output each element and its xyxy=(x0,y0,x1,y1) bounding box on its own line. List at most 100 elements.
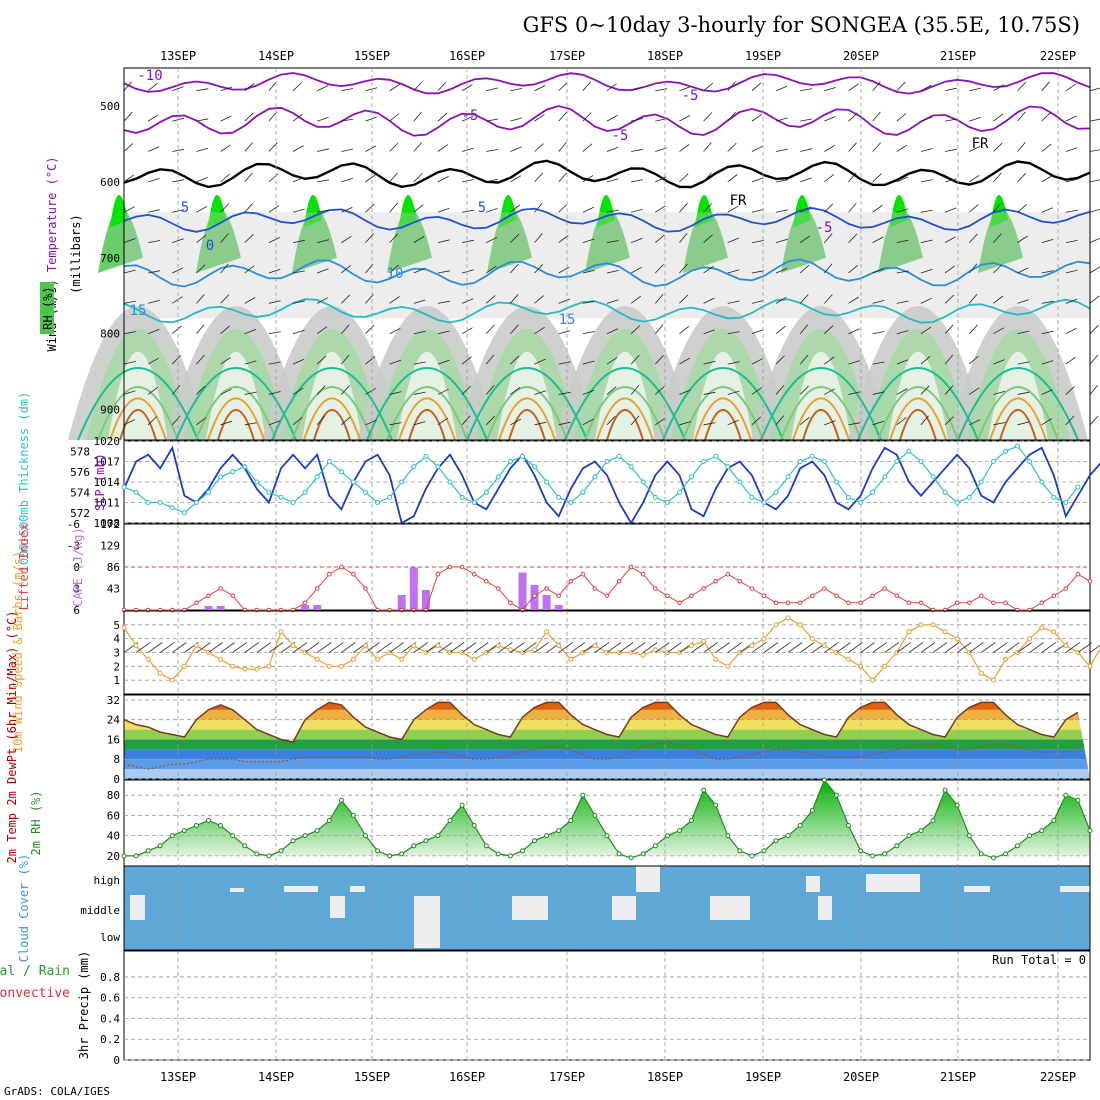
bottom-date-label: 15SEP xyxy=(354,1070,390,1084)
warm-dome-contour xyxy=(780,386,862,441)
wind-speed-point xyxy=(773,622,779,628)
wind-speed-point xyxy=(725,663,731,669)
wind-barb xyxy=(510,233,520,243)
wind-barb xyxy=(751,114,763,122)
thickness-axis-label-part-0: 1000-500mb Thickness (dm) xyxy=(17,392,31,573)
wind-speed-point xyxy=(713,656,719,662)
wind-barb xyxy=(799,264,810,274)
wind-barb xyxy=(1041,112,1051,122)
wind-barb xyxy=(1017,142,1026,152)
wind-barb xyxy=(679,144,690,152)
wind-speed-point xyxy=(133,643,139,649)
top-date-label: 17SEP xyxy=(549,49,585,63)
wind-barb xyxy=(196,264,206,274)
wind-barb xyxy=(848,360,861,365)
wind-barb xyxy=(244,391,257,395)
li-axis-label: Lifted Index xyxy=(17,524,31,611)
wind-barb-10m xyxy=(594,642,610,653)
wind-barb xyxy=(341,385,350,395)
thickness-point xyxy=(399,479,405,485)
wind-barb xyxy=(679,325,690,335)
thickness-point xyxy=(302,489,308,495)
wind-speed-point xyxy=(1039,625,1045,631)
wind-barb xyxy=(944,324,954,334)
wind-barb xyxy=(872,300,885,304)
wind-barb xyxy=(1065,209,1078,213)
wind-barb xyxy=(800,88,813,92)
rh-point xyxy=(701,787,707,793)
wind-barb xyxy=(1041,360,1054,365)
wind-barb xyxy=(486,178,498,183)
wind-barb xyxy=(413,204,424,213)
wind-barb xyxy=(437,144,449,152)
wind-barb-10m xyxy=(268,642,284,653)
wind-barb xyxy=(993,327,1004,335)
thickness-point xyxy=(954,500,960,505)
rh-point xyxy=(507,853,513,859)
wind-speed-point xyxy=(218,656,224,662)
rh-point xyxy=(737,848,743,854)
wind-barb-10m xyxy=(522,642,537,653)
wind-barb xyxy=(631,208,643,213)
wind-barb xyxy=(292,113,303,122)
li-point xyxy=(592,586,598,591)
rh-point xyxy=(713,802,719,808)
warm-dome-contour xyxy=(899,408,937,441)
rh-point xyxy=(870,853,876,859)
bottom-date-label: 21SEP xyxy=(940,1070,976,1084)
wind-barb xyxy=(848,172,857,183)
wind-barb xyxy=(703,297,715,304)
rh-point xyxy=(218,823,224,828)
wind-barb xyxy=(389,172,398,183)
rh-point xyxy=(616,851,622,857)
wind-speed-point xyxy=(314,656,320,662)
wind-speed-point xyxy=(157,670,163,676)
rh2m-panel: 80 60 40 20 2m RH (%) xyxy=(29,777,1093,867)
wind-barb xyxy=(172,148,185,152)
wind-barb xyxy=(703,82,714,92)
top-date-label: 22SEP xyxy=(1040,49,1076,63)
wind-barb xyxy=(800,177,812,183)
wind-barb xyxy=(268,237,280,243)
wind-barb xyxy=(920,297,932,304)
thickness-point xyxy=(1075,484,1081,490)
humidity-plume xyxy=(888,351,948,440)
li-point xyxy=(484,579,489,584)
wind-barb xyxy=(123,238,136,243)
isotherm-5 xyxy=(123,207,1091,233)
bottom-date-label: 13SEP xyxy=(160,1070,196,1084)
wind-barb xyxy=(945,148,957,152)
wind-barb xyxy=(824,294,833,304)
thickness-point xyxy=(193,500,199,505)
wind-barb xyxy=(679,294,689,304)
rh-point xyxy=(278,848,284,854)
wind-barb xyxy=(292,270,305,274)
warm-dome-contour xyxy=(217,408,255,441)
warm-dome-contour xyxy=(704,408,742,441)
bottom-date-label: 17SEP xyxy=(549,1070,585,1084)
top-date-label: 21SEP xyxy=(940,49,976,63)
precip-tick-label: 0.8 xyxy=(100,971,120,984)
wind-barb xyxy=(993,202,1002,213)
cloud-block xyxy=(964,886,990,892)
wind-barb xyxy=(461,269,474,274)
wind-barb xyxy=(147,82,158,92)
rh-point xyxy=(206,818,211,823)
wind-barb xyxy=(896,388,908,395)
rh-point xyxy=(1063,792,1069,798)
temp-tick-label: 32 xyxy=(107,694,120,707)
rh-area-fill xyxy=(124,780,1090,858)
rh-point xyxy=(133,853,139,859)
wind-barb xyxy=(486,118,499,122)
wind-barb xyxy=(413,330,426,335)
li-point xyxy=(967,600,972,606)
rh-patch-mid xyxy=(98,208,143,273)
li-point xyxy=(580,571,586,577)
warm-dome-contour xyxy=(989,397,1047,441)
li-point xyxy=(435,571,441,577)
thickness-point xyxy=(483,489,489,495)
wind-barb xyxy=(268,142,278,152)
temp-tick-label: 8 xyxy=(113,753,120,766)
wind-barb xyxy=(824,420,836,426)
